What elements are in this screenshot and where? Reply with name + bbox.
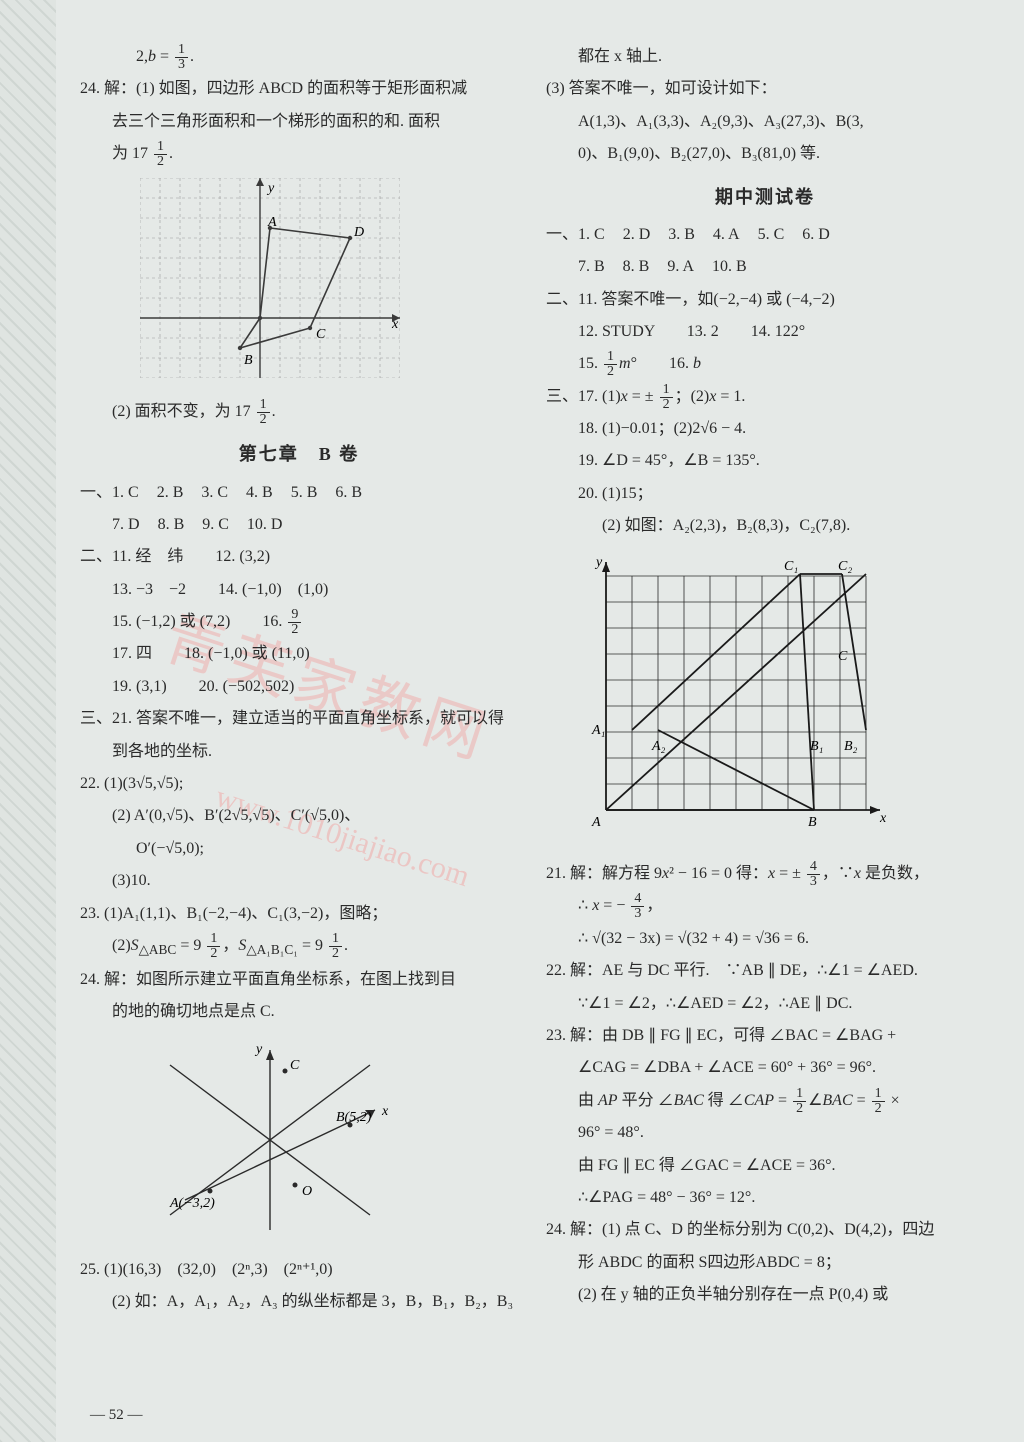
q21: 三、21. 答案不唯一，建立适当的平面直角坐标系，就可以得 (80, 704, 518, 734)
r-q23b: ∠CAG = ∠DBA + ∠ACE = 60° + 36° = 96°. (546, 1053, 984, 1083)
svg-text:A₁: A₁ (591, 723, 605, 738)
svg-text:B₁: B₁ (810, 739, 823, 754)
svg-text:A: A (591, 815, 601, 830)
svg-text:B(5,2): B(5,2) (336, 1110, 372, 1125)
r-q21a: 21. 解：解方程 9x² − 16 = 0 得：x = ± 43，∵x 是负数… (546, 859, 984, 889)
right-column: 都在 x 轴上. (3) 答案不唯一，如可设计如下： A(1,3)、A₁(3,3… (546, 40, 984, 1319)
text-line: 2,b = 13. (80, 42, 518, 72)
r-mc-row1: 一、1. C2. D3. B4. A5. C6. D (546, 220, 984, 250)
fill-17: 17. 四 18. (−1,0) 或 (11,0) (80, 639, 518, 669)
q24-part1b: 去三个三角形面积和一个梯形的面积的和. 面积 (80, 107, 518, 137)
svg-text:A(−3,2): A(−3,2) (169, 1196, 215, 1211)
svg-text:O: O (302, 1184, 312, 1199)
svg-text:B: B (808, 815, 817, 830)
r-q19: 19. ∠D = 45°，∠B = 135°. (546, 446, 984, 476)
r-mc-row2: 7. B8. B9. A10. B (546, 252, 984, 282)
r-top1: 都在 x 轴上. (546, 42, 984, 72)
fill-15: 15. (−1,2) 或 (7,2) 16. 92 (80, 607, 518, 637)
r-q24b: 形 ABDC 的面积 S四边形ABDC = 8； (546, 1248, 984, 1278)
svg-text:C: C (290, 1058, 300, 1073)
mc-answers-row1: 一、1. C2. B3. C4. B5. B6. B (80, 478, 518, 508)
r-q21b: ∴ x = − 43， (546, 891, 984, 921)
q24-part2: (2) 面积不变，为 17 12. (80, 397, 518, 427)
q22-1: 22. (1)(3√5,√5); (80, 769, 518, 799)
r-q20-1: 20. (1)15； (546, 479, 984, 509)
figure-crossed-axes: y C B(5,2) x A(−3,2) O (140, 1035, 400, 1235)
r-top3: A(1,3)、A₁(3,3)、A₂(9,3)、A₃(27,3)、B(3, (546, 107, 984, 137)
r-q23e: 由 FG ∥ EC 得 ∠GAC = ∠ACE = 36°. (546, 1151, 984, 1181)
figure-quadrilateral-grid: y x A D C B (140, 178, 400, 378)
r-q23c: 由 AP 平分 ∠BAC 得 ∠CAP = 12∠BAC = 12 × (546, 1086, 984, 1116)
svg-text:A: A (267, 215, 277, 230)
q25-1: 25. (1)(16,3) (32,0) (2ⁿ,3) (2ⁿ⁺¹,0) (80, 1255, 518, 1285)
svg-text:B: B (244, 353, 253, 368)
r-top4: 0)、B₁(9,0)、B₂(27,0)、B₃(81,0) 等. (546, 139, 984, 169)
r-q22a: 22. 解：AE 与 DC 平行. ∵AB ∥ DE，∴∠1 = ∠AED. (546, 956, 984, 986)
q22-3: (3)10. (80, 866, 518, 896)
r-q23f: ∴∠PAG = 48° − 36° = 12°. (546, 1183, 984, 1213)
mc-answers-row2: 7. D8. B9. C10. D (80, 510, 518, 540)
svg-text:y: y (254, 1042, 263, 1057)
q21b: 到各地的坐标. (80, 737, 518, 767)
q23-1: 23. (1)A₁(1,1)、B₁(−2,−4)、C₁(3,−2)，图略； (80, 899, 518, 929)
r-q22b: ∵∠1 = ∠2，∴∠AED = ∠2，∴AE ∥ DC. (546, 989, 984, 1019)
r-fill-11: 二、11. 答案不唯一，如(−2,−4) 或 (−4,−2) (546, 285, 984, 315)
left-column: 2,b = 13. 24. 解：(1) 如图，四边形 ABCD 的面积等于矩形面… (80, 40, 518, 1319)
r-q20-2: (2) 如图：A₂(2,3)，B₂(8,3)，C₂(7,8). (546, 511, 984, 541)
q25-2: (2) 如：A，A₁，A₂，A₃ 的纵坐标都是 3，B，B₁，B₂，B₃ (80, 1287, 518, 1317)
svg-text:y: y (266, 181, 275, 196)
svg-text:x: x (879, 811, 887, 826)
fill-19: 19. (3,1) 20. (−502,502) (80, 672, 518, 702)
q22-2b: O′(−√5,0); (80, 834, 518, 864)
r-q21c: ∴ √(32 − 3x) = √(32 + 4) = √36 = 6. (546, 924, 984, 954)
r-fill-15: 15. 12m° 16. b (546, 349, 984, 379)
q24x: 24. 解：如图所示建立平面直角坐标系，在图上找到目 (80, 965, 518, 995)
svg-text:A₂: A₂ (651, 739, 666, 754)
section-title-ch7b: 第七章 B 卷 (80, 437, 518, 471)
svg-text:y: y (594, 555, 603, 570)
figure-triangle-grid: y C₁ C₂ C A₁ A₂ B₁ B₂ A Bx (586, 550, 906, 840)
page-number: — 52 — (90, 1407, 143, 1424)
q23-2: (2)S△ABC = 9 12，S△A₁B₁C₁ = 9 12. (80, 931, 518, 963)
fill-13: 13. −3 −2 14. (−1,0) (1,0) (80, 575, 518, 605)
svg-text:C₂: C₂ (838, 559, 852, 574)
fill-11: 二、11. 经 纬 12. (3,2) (80, 542, 518, 572)
q24x2: 的地的确切地点是点 C. (80, 997, 518, 1027)
q22-2: (2) A′(0,√5)、B′(2√5,√5)、C′(√5,0)、 (80, 801, 518, 831)
r-q24c: (2) 在 y 轴的正负半轴分别存在一点 P(0,4) 或 (546, 1280, 984, 1310)
svg-text:C: C (838, 649, 848, 664)
r-q18: 18. (1)−0.01；(2)2√6 − 4. (546, 414, 984, 444)
r-top2: (3) 答案不唯一，如可设计如下： (546, 74, 984, 104)
r-q24a: 24. 解：(1) 点 C、D 的坐标分别为 C(0,2)、D(4,2)，四边 (546, 1215, 984, 1245)
svg-text:B₂: B₂ (844, 739, 858, 754)
r-q23d: 96° = 48°. (546, 1118, 984, 1148)
svg-text:D: D (353, 225, 364, 240)
r-fill-12: 12. STUDY 13. 2 14. 122° (546, 317, 984, 347)
svg-text:C: C (316, 327, 326, 342)
svg-text:C₁: C₁ (784, 559, 798, 574)
section-title-midterm: 期中测试卷 (546, 180, 984, 214)
svg-text:x: x (391, 317, 399, 332)
r-q23a: 23. 解：由 DB ∥ FG ∥ EC，可得 ∠BAC = ∠BAG + (546, 1021, 984, 1051)
q24-part1: 24. 解：(1) 如图，四边形 ABCD 的面积等于矩形面积减 (80, 74, 518, 104)
page-content: 2,b = 13. 24. 解：(1) 如图，四边形 ABCD 的面积等于矩形面… (0, 0, 1024, 1339)
r-q17: 三、17. (1)x = ± 12；(2)x = 1. (546, 382, 984, 412)
q24-part1c: 为 17 12. (80, 139, 518, 169)
svg-text:x: x (381, 1104, 389, 1119)
